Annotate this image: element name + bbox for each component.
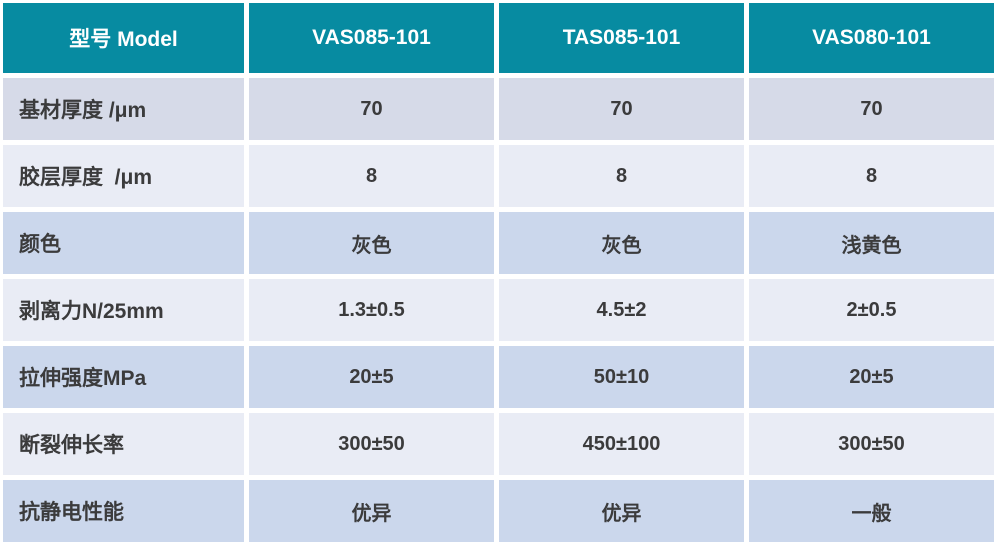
cell-value: 50±10 xyxy=(499,346,744,408)
row-label-elongation: 断裂伸长率 xyxy=(3,413,244,475)
row-label-tensile-strength: 拉伸强度MPa xyxy=(3,346,244,408)
row-label-substrate-thickness: 基材厚度 /μm xyxy=(3,78,244,140)
cell-value: 2±0.5 xyxy=(749,279,994,341)
cell-value: 70 xyxy=(499,78,744,140)
cell-value: 优异 xyxy=(249,480,494,542)
cell-value: 8 xyxy=(499,145,744,207)
cell-value: 8 xyxy=(749,145,994,207)
cell-value: 一般 xyxy=(749,480,994,542)
cell-value: 灰色 xyxy=(499,212,744,274)
cell-value: 浅黄色 xyxy=(749,212,994,274)
header-cell-tas085-101: TAS085-101 xyxy=(499,3,744,73)
cell-value: 4.5±2 xyxy=(499,279,744,341)
cell-value: 70 xyxy=(249,78,494,140)
row-label-peel-force: 剥离力N/25mm xyxy=(3,279,244,341)
cell-value: 20±5 xyxy=(749,346,994,408)
cell-value: 8 xyxy=(249,145,494,207)
cell-value: 灰色 xyxy=(249,212,494,274)
row-label-adhesive-thickness: 胶层厚度 /μm xyxy=(3,145,244,207)
cell-value: 70 xyxy=(749,78,994,140)
header-cell-vas080-101: VAS080-101 xyxy=(749,3,994,73)
cell-value: 300±50 xyxy=(249,413,494,475)
cell-value: 20±5 xyxy=(249,346,494,408)
cell-value: 450±100 xyxy=(499,413,744,475)
cell-value: 优异 xyxy=(499,480,744,542)
header-cell-model: 型号 Model xyxy=(3,3,244,73)
row-label-antistatic: 抗静电性能 xyxy=(3,480,244,542)
cell-value: 1.3±0.5 xyxy=(249,279,494,341)
cell-value: 300±50 xyxy=(749,413,994,475)
header-cell-vas085-101: VAS085-101 xyxy=(249,3,494,73)
row-label-color: 颜色 xyxy=(3,212,244,274)
